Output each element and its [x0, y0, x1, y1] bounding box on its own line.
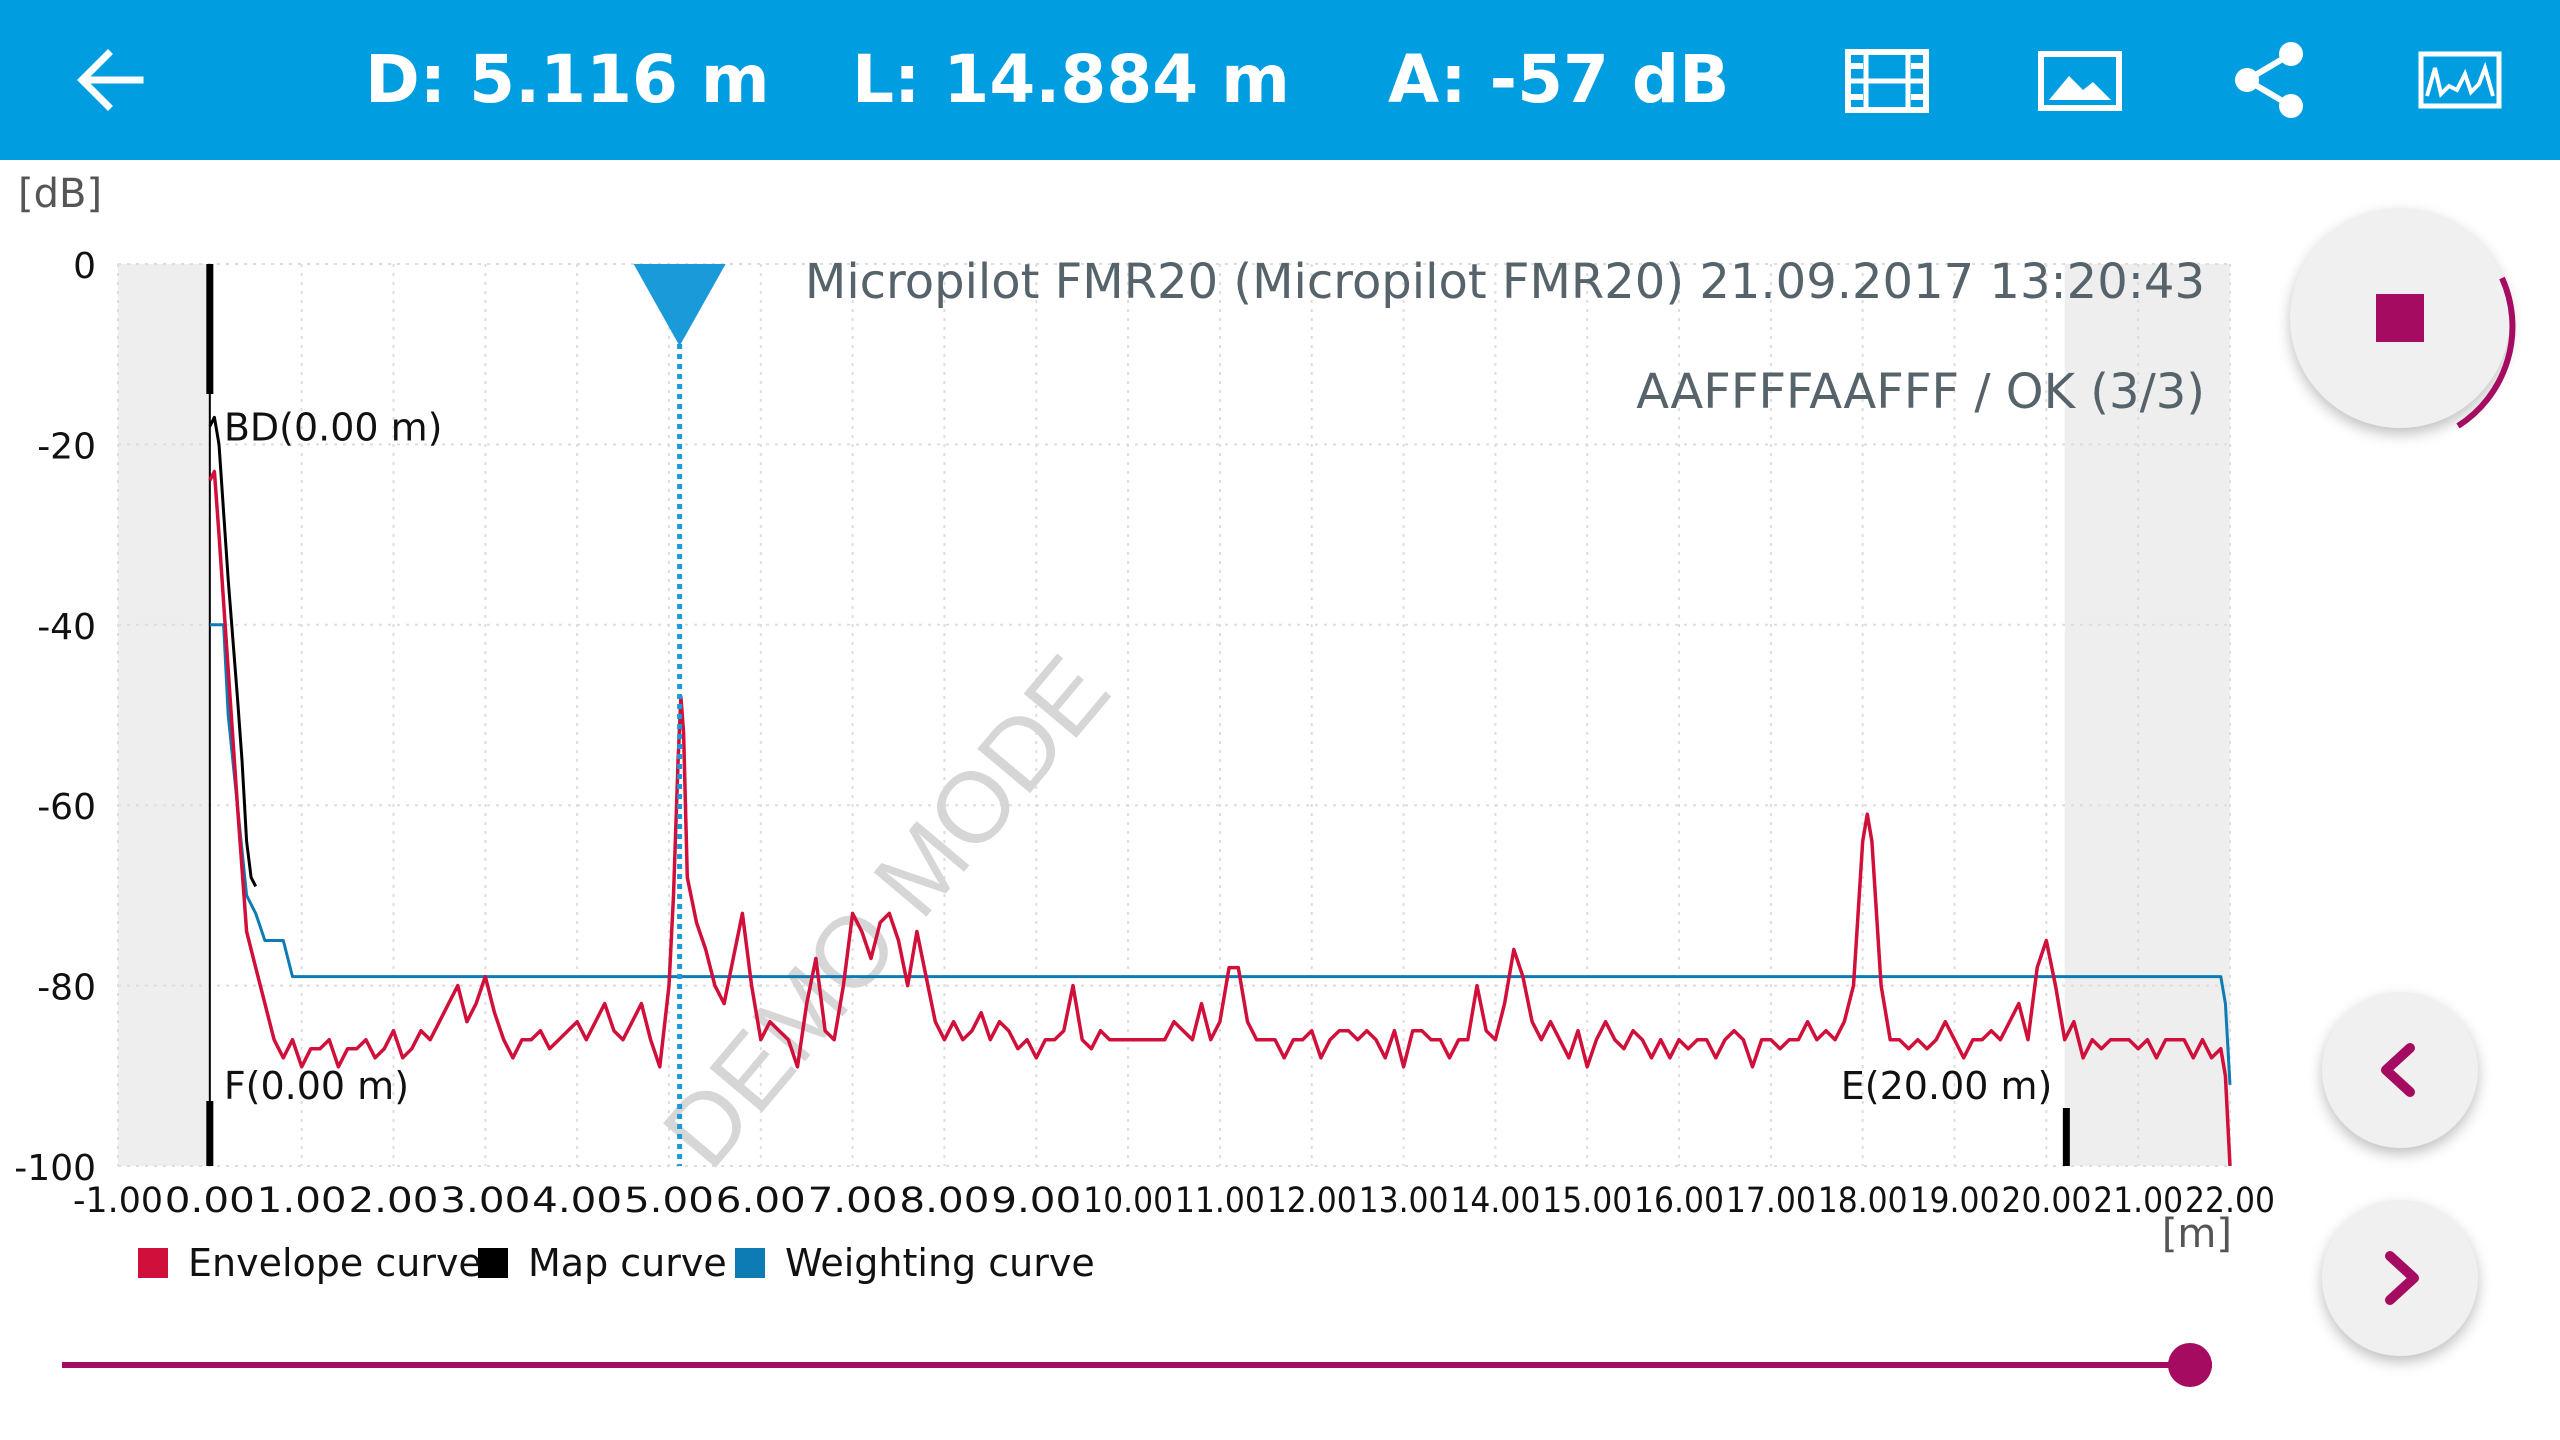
legend-label: Map curve [528, 1241, 727, 1285]
amplitude-readout: A: -57 dB [1388, 41, 1730, 118]
x-tick-label: 2.00 [348, 1181, 438, 1221]
legend-swatch [478, 1248, 508, 1278]
distance-readout: D: 5.116 m [365, 41, 770, 118]
x-tick-label: 16.00 [1634, 1181, 1724, 1221]
y-tick-labels: 0 -20 -40 -60 -80 -100 [14, 246, 96, 1189]
blocking-distance-label: BD(0.00 m) [224, 405, 443, 449]
back-button[interactable] [70, 40, 150, 120]
x-tick-label: 9.00 [991, 1181, 1081, 1221]
x-tick-label: 21.00 [2093, 1181, 2183, 1221]
chevron-right-icon [2385, 1251, 2419, 1305]
stop-icon [2376, 294, 2424, 342]
y-tick-label: -20 [37, 426, 96, 467]
x-tick-label: 13.00 [1359, 1181, 1449, 1221]
x-axis-label: [m] [2162, 1211, 2232, 1257]
slider-thumb[interactable] [2168, 1343, 2212, 1387]
legend-swatch [138, 1248, 168, 1278]
markers: BD(0.00 m) F(0.00 m) E(20.00 m) [206, 264, 2070, 1166]
legend-swatch [735, 1248, 765, 1278]
chart-subtitle: AAFFFFAAFFF / OK (3/3) [1636, 364, 2205, 420]
empty-label: E(20.00 m) [1841, 1064, 2053, 1108]
x-tick-label: 19.00 [1910, 1181, 2000, 1221]
echo-curve-chart[interactable]: DEMO MODE [dB] [m] Micropilot FMR20 (Mic… [0, 160, 2280, 1290]
y-tick-label: -60 [37, 787, 96, 828]
x-tick-label: 5.00 [624, 1181, 714, 1221]
share-icon [2235, 42, 2303, 118]
y-tick-label: -40 [37, 607, 96, 648]
end-area [2064, 264, 2230, 1166]
x-tick-label: 15.00 [1542, 1181, 1632, 1221]
x-tick-label: 6.00 [716, 1181, 806, 1221]
x-tick-label: 14.00 [1450, 1181, 1540, 1221]
y-axis-label: [dB] [18, 171, 102, 217]
map-curve [208, 415, 258, 888]
legend-label: Envelope curve [188, 1241, 482, 1285]
x-tick-labels: -1.00 0.00 1.00 2.00 3.00 4.00 5.00 6.00 7.00 8.0… [73, 1181, 2275, 1221]
x-tick-label: 17.00 [1726, 1181, 1816, 1221]
chart-title: Micropilot FMR20 (Micropilot FMR20) 21.0… [805, 254, 2205, 310]
x-tick-label: 20.00 [2001, 1181, 2091, 1221]
x-tick-label: 0.00 [165, 1181, 255, 1221]
distance-cursor[interactable] [633, 264, 726, 1166]
echo-curve-icon [2418, 51, 2502, 109]
share-button[interactable] [2225, 38, 2315, 122]
stop-button[interactable] [2290, 208, 2510, 428]
previous-button[interactable] [2322, 992, 2478, 1148]
x-tick-label: 3.00 [440, 1181, 530, 1221]
level-readout: L: 14.884 m [852, 41, 1290, 118]
x-tick-label: -1.00 [73, 1181, 163, 1221]
echo-curve-button[interactable] [2415, 38, 2505, 122]
legend-label: Weighting curve [785, 1241, 1095, 1285]
full-label: F(0.00 m) [224, 1064, 409, 1108]
blocking-distance-area [118, 264, 210, 1166]
x-tick-label: 10.00 [1083, 1181, 1173, 1221]
series-lines [208, 415, 2232, 1167]
x-tick-label: 12.00 [1267, 1181, 1357, 1221]
x-tick-label: 11.00 [1175, 1181, 1265, 1221]
x-tick-label: 8.00 [899, 1181, 989, 1221]
x-tick-label: 1.00 [257, 1181, 347, 1221]
x-tick-label: 7.00 [808, 1181, 898, 1221]
film-icon [1845, 49, 1929, 113]
y-tick-label: 0 [73, 246, 96, 287]
y-tick-label: -100 [14, 1148, 96, 1189]
x-tick-label: 22.00 [2185, 1181, 2275, 1221]
cursor-handle-icon [633, 264, 726, 346]
envelope-curve [208, 469, 2232, 1167]
history-slider[interactable] [62, 1340, 2212, 1390]
weighting-curve [209, 623, 2232, 1085]
legend: Envelope curve Map curve Weighting curve [138, 1241, 1095, 1285]
x-tick-label: 18.00 [1818, 1181, 1908, 1221]
image-icon [2038, 51, 2122, 111]
chevron-left-icon [2381, 1043, 2415, 1097]
next-button[interactable] [2322, 1200, 2478, 1356]
app-bar: D: 5.116 m L: 14.884 m A: -57 dB [0, 0, 2560, 160]
y-tick-label: -80 [37, 968, 96, 1009]
x-tick-label: 4.00 [532, 1181, 622, 1221]
back-arrow-icon [77, 49, 144, 111]
progress-arc [2456, 276, 2516, 429]
film-button[interactable] [1842, 38, 1932, 122]
image-button[interactable] [2035, 38, 2125, 122]
demo-watermark: DEMO MODE [642, 635, 1131, 1188]
